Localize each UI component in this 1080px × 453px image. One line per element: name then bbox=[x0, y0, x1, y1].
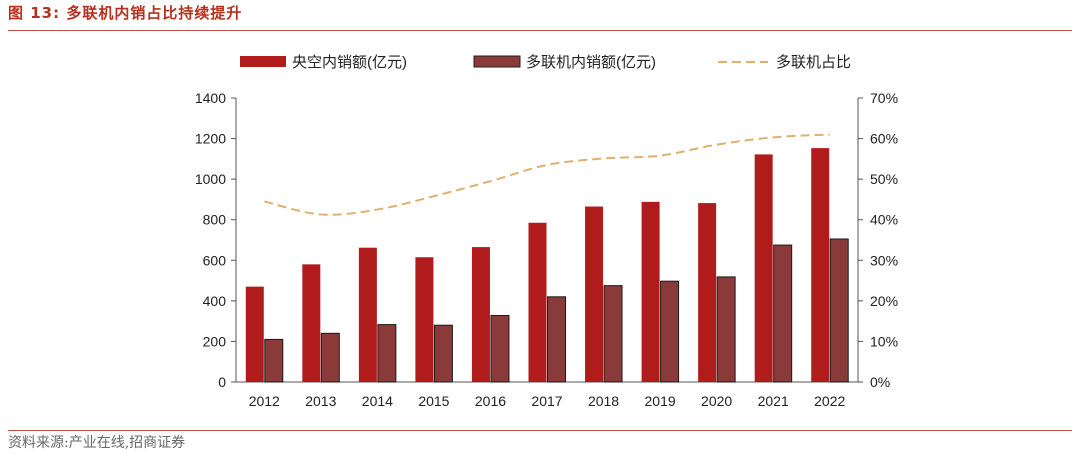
y-left-tick-label: 1000 bbox=[195, 171, 226, 187]
ratio-series-line bbox=[264, 133, 830, 216]
legend-label-ratio: 多联机占比 bbox=[776, 54, 851, 71]
x-tick-label: 2012 bbox=[249, 393, 280, 409]
bar-vrf bbox=[264, 338, 284, 383]
bar-vrf bbox=[547, 296, 566, 383]
y-left-tick-label: 1200 bbox=[195, 131, 226, 147]
y-left-tick-label: 0 bbox=[218, 374, 226, 390]
y-right-tick-label: 10% bbox=[870, 333, 898, 349]
y-right-tick-label: 70% bbox=[870, 90, 898, 106]
bar-central-ac bbox=[641, 201, 660, 382]
x-tick-label: 2017 bbox=[531, 393, 562, 409]
bar-vrf bbox=[377, 324, 397, 383]
bar-central-ac bbox=[358, 247, 377, 382]
x-tick-label: 2015 bbox=[418, 393, 449, 409]
y-left-tick-label: 1400 bbox=[195, 90, 226, 106]
x-tick-label: 2020 bbox=[701, 393, 732, 409]
bar-vrf bbox=[320, 332, 340, 383]
y-right-tick-label: 30% bbox=[870, 252, 898, 268]
bar-central-ac bbox=[698, 203, 717, 382]
bar-vrf bbox=[829, 238, 849, 383]
legend-label-central-ac: 央空内销额(亿元) bbox=[292, 54, 407, 71]
source-note: 资料来源:产业在线,招商证券 bbox=[8, 435, 186, 451]
legend: 央空内销额(亿元) 多联机内销额(亿元) 多联机占比 bbox=[240, 54, 851, 71]
figure-title: 图 13: 多联机内销占比持续提升 bbox=[8, 4, 243, 22]
bar-central-ac bbox=[811, 148, 830, 382]
bar-vrf bbox=[490, 314, 510, 383]
y-right-tick-label: 60% bbox=[870, 131, 898, 147]
x-tick-label: 2021 bbox=[758, 393, 789, 409]
bar-vrf bbox=[603, 285, 623, 383]
y-left-tick-label: 400 bbox=[203, 293, 227, 309]
bar-central-ac bbox=[415, 257, 434, 382]
legend-swatch-central-ac bbox=[240, 56, 286, 67]
x-tick-label: 2022 bbox=[814, 393, 845, 409]
bar-vrf bbox=[433, 324, 453, 383]
bars bbox=[245, 148, 849, 383]
bar-central-ac bbox=[471, 247, 490, 382]
y-right-tick-label: 20% bbox=[870, 293, 898, 309]
bar-central-ac bbox=[585, 206, 604, 382]
bar-central-ac bbox=[302, 264, 321, 382]
x-tick-label: 2018 bbox=[588, 393, 619, 409]
y-left-tick-label: 800 bbox=[203, 212, 227, 228]
y-left-tick-label: 200 bbox=[203, 333, 227, 349]
y-right-tick-label: 40% bbox=[870, 212, 898, 228]
legend-swatch-vrf bbox=[473, 55, 521, 68]
x-tick-label: 2013 bbox=[305, 393, 336, 409]
bar-central-ac bbox=[754, 154, 773, 382]
x-tick-label: 2019 bbox=[645, 393, 676, 409]
x-tick-label: 2014 bbox=[362, 393, 393, 409]
x-tick-label: 2016 bbox=[475, 393, 506, 409]
bar-vrf bbox=[660, 280, 680, 383]
y-left-tick-label: 600 bbox=[203, 252, 227, 268]
axes: 0 200 400 600 800 1000 1200 1400 0% 10% 20% 30% 40% 5… bbox=[195, 90, 898, 409]
bar-central-ac bbox=[245, 286, 264, 382]
source-divider bbox=[8, 430, 1072, 431]
ratio-line bbox=[264, 133, 830, 216]
y-right-tick-label: 0% bbox=[870, 374, 890, 390]
y-right-tick-label: 50% bbox=[870, 171, 898, 187]
bar-vrf bbox=[773, 244, 793, 383]
legend-label-vrf: 多联机内销额(亿元) bbox=[526, 54, 656, 71]
title-divider bbox=[8, 30, 1072, 31]
bar-central-ac bbox=[528, 222, 547, 382]
bar-vrf bbox=[716, 276, 736, 383]
